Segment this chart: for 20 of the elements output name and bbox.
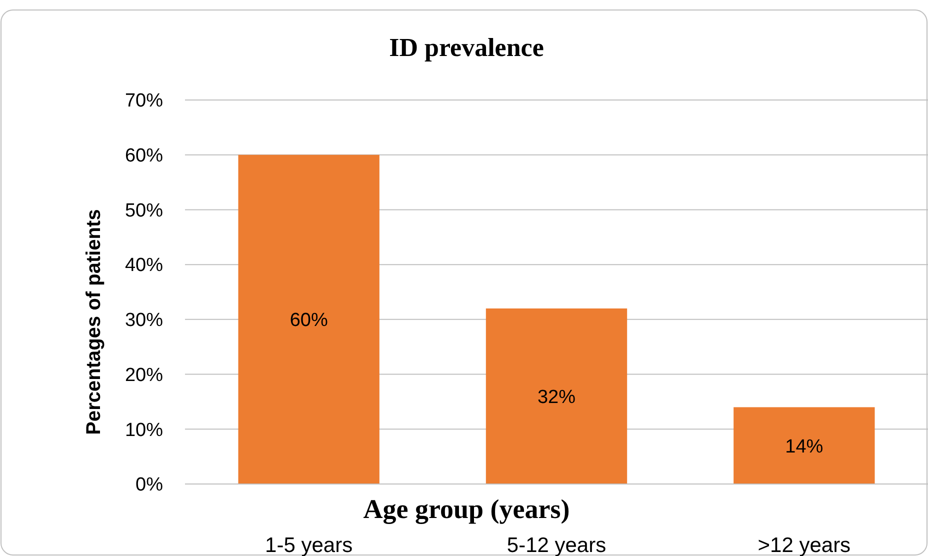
bar <box>734 407 875 484</box>
data-label: 14% <box>785 436 824 458</box>
x-axis-title: Age group (years) <box>363 494 570 524</box>
y-tick-label: 30% <box>124 310 164 332</box>
bar <box>486 308 628 484</box>
y-tick-label: 0% <box>136 474 164 496</box>
x-tick-label: 1-5 years <box>265 534 353 556</box>
y-axis-title: Percentages of patients <box>83 209 105 435</box>
y-tick-label: 10% <box>124 420 164 441</box>
y-tick-label: 60% <box>124 146 164 167</box>
data-label: 60% <box>290 310 328 332</box>
y-tick-label: 70% <box>124 90 164 112</box>
x-tick-label: >12 years <box>758 534 851 556</box>
y-tick-label: 50% <box>124 200 164 222</box>
bar <box>238 154 380 484</box>
y-tick-label: 40% <box>124 255 164 276</box>
data-label: 32% <box>537 386 576 408</box>
chart-title: ID prevalence <box>389 33 544 62</box>
x-tick-label: 5-12 years <box>506 534 606 556</box>
y-tick-label: 20% <box>124 364 164 386</box>
